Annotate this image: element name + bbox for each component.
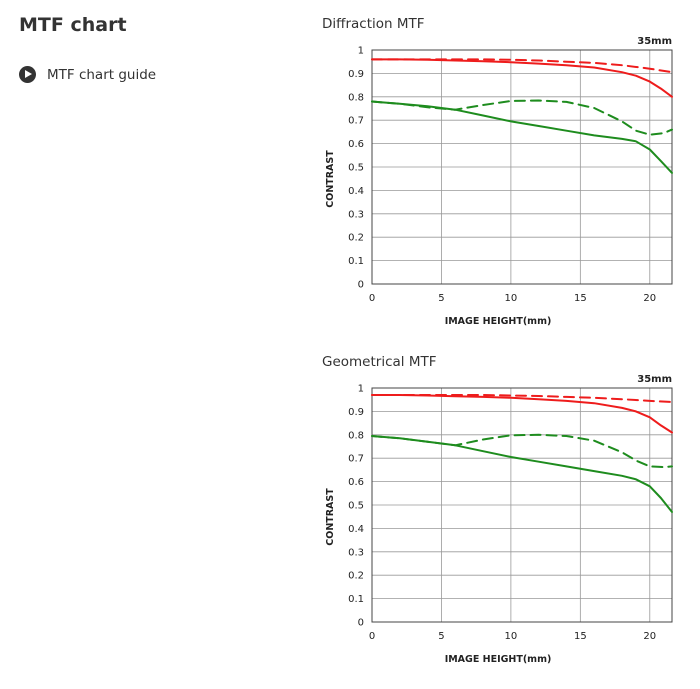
y-tick-label: 0.2 xyxy=(348,233,364,244)
y-tick-label: 0.5 xyxy=(348,501,364,512)
y-tick-label: 0.2 xyxy=(348,571,364,582)
red-dashed-mtf-line xyxy=(371,394,673,403)
y-tick-label: 0.1 xyxy=(348,256,364,267)
x-tick-label: 15 xyxy=(574,293,587,304)
chart-title: Geometrical MTF xyxy=(322,354,437,370)
page-title: MTF chart xyxy=(19,14,127,36)
y-tick-label: 0.7 xyxy=(348,454,364,465)
green-dashed-mtf-line xyxy=(371,99,673,136)
y-tick-label: 0.7 xyxy=(348,116,364,127)
geometrical-mtf-chart: Geometrical MTF 0 0.1 0.2 0.3 0.4 0.5 0.6 0.7 0.… xyxy=(322,352,700,665)
x-tick-label: 15 xyxy=(574,631,587,642)
plot-frame xyxy=(371,387,673,623)
y-tick-label: 0.6 xyxy=(348,139,364,150)
red-solid-mtf-line xyxy=(371,394,673,434)
red-dashed-mtf-line xyxy=(371,58,673,74)
red-solid-mtf-line xyxy=(371,58,673,98)
mtf-plot: 00.10.20.30.40.50.60.70.80.910 5 10 15 20IMA… xyxy=(325,374,673,665)
y-tick-label: 0.3 xyxy=(348,209,364,220)
y-tick-label: 0.5 xyxy=(348,163,364,174)
chart-title: Diffraction MTF xyxy=(322,16,425,32)
x-tick-label: 10 xyxy=(505,631,518,642)
y-tick-label: 0.8 xyxy=(348,430,364,441)
x-tick-label: 0 xyxy=(369,631,375,642)
x-tick-label: 10 xyxy=(505,293,518,304)
y-tick-label: 0.4 xyxy=(348,524,364,535)
green-dashed-mtf-line xyxy=(371,433,673,469)
green-solid-mtf-line xyxy=(371,435,673,513)
y-tick-label: 0.6 xyxy=(348,477,364,488)
x-axis-label: IMAGE HEIGHT(mm) xyxy=(445,654,552,665)
mtf-chart-guide-link[interactable]: MTF chart guide xyxy=(19,66,156,83)
mtf-chart-guide-label: MTF chart guide xyxy=(47,66,157,83)
y-axis-label: CONTRAST xyxy=(325,150,336,208)
x-tick-label: 0 xyxy=(369,293,375,304)
y-axis-label: CONTRAST xyxy=(325,488,336,546)
y-tick-label: 0.9 xyxy=(348,69,364,80)
x-tick-label: 20 xyxy=(643,293,656,304)
play-circle-icon xyxy=(19,66,36,83)
y-tick-label: 1 xyxy=(358,384,364,395)
focal-length-label: 35mm xyxy=(637,36,672,47)
y-tick-label: 0.4 xyxy=(348,186,364,197)
x-axis-label: IMAGE HEIGHT(mm) xyxy=(445,316,552,327)
y-tick-label: 0.8 xyxy=(348,92,364,103)
y-tick-label: 0 xyxy=(358,280,364,291)
x-tick-label: 5 xyxy=(438,631,444,642)
y-tick-label: 1 xyxy=(358,46,364,57)
y-tick-label: 0.1 xyxy=(348,594,364,605)
x-tick-label: 20 xyxy=(643,631,656,642)
y-tick-label: 0.9 xyxy=(348,407,364,418)
focal-length-label: 35mm xyxy=(637,374,672,385)
mtf-plot: 00.10.20.30.40.50.60.70.80.910 5 10 15 20IMA… xyxy=(325,36,673,327)
x-tick-label: 5 xyxy=(438,293,444,304)
plot-frame xyxy=(371,49,673,285)
y-tick-label: 0.3 xyxy=(348,547,364,558)
diffraction-mtf-chart: Diffraction MTF 0 0.1 0.2 0.3 0.4 0.5 0.6 0.7 0.… xyxy=(322,14,700,327)
y-tick-label: 0 xyxy=(358,618,364,629)
green-solid-mtf-line xyxy=(371,100,673,174)
